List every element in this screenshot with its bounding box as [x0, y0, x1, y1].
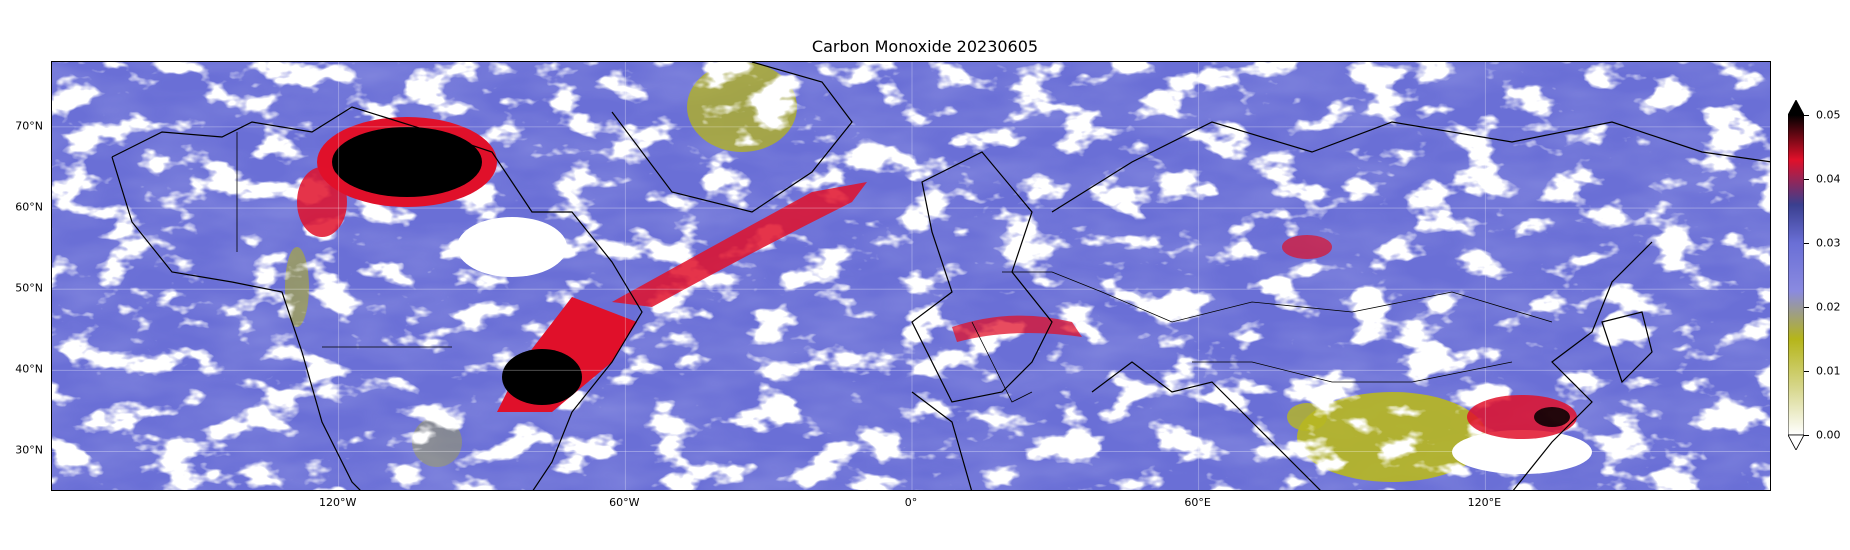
colorbar-extend-max	[1788, 100, 1804, 116]
missing-data-east-asia	[1452, 430, 1592, 474]
colorbar-tick-label: 0.01	[1816, 364, 1841, 378]
colorbar-tick-mark	[1804, 371, 1809, 372]
colorbar-tick-label: 0.00	[1816, 428, 1841, 442]
latitude-label: 30°N	[15, 443, 43, 457]
latitude-label: 70°N	[15, 119, 43, 133]
longitude-label: 0°	[904, 496, 918, 509]
high-co-europe-plume	[952, 315, 1082, 342]
coastlines	[111, 62, 1770, 490]
europe-coast	[911, 151, 1053, 403]
east-asia-coast	[1512, 241, 1653, 490]
latitude-label: 60°N	[15, 200, 43, 214]
high-co-canada-black	[332, 127, 482, 197]
central-asia-border	[1192, 361, 1513, 383]
middle-east-coast	[1091, 361, 1321, 490]
colorbar-extend-min	[1788, 434, 1804, 450]
high-co-east-us-black	[502, 349, 582, 405]
north-africa-coast	[911, 391, 973, 490]
colorbar-tick-label: 0.04	[1816, 172, 1841, 186]
high-co-canada-west	[297, 167, 347, 237]
co-map	[52, 62, 1770, 490]
map-title: Carbon Monoxide 20230605	[811, 37, 1039, 56]
high-co-east-china-core	[1534, 407, 1570, 427]
russia-south-border	[1002, 271, 1553, 323]
colorbar-tick-mark	[1804, 243, 1809, 244]
high-co-atlantic-plume	[612, 182, 867, 307]
longitude-label: 60°W	[609, 496, 640, 509]
longitude-label: 120°W	[318, 496, 357, 509]
longitude-label: 60°E	[1184, 496, 1211, 509]
graticule	[52, 62, 1770, 490]
high-co-east-china	[1467, 395, 1577, 439]
missing-data-hudson	[457, 217, 567, 277]
colorbar	[1788, 100, 1804, 450]
colorbar-gradient	[1788, 114, 1804, 436]
latitude-label: 50°N	[15, 281, 43, 295]
colorbar-tick-label: 0.03	[1816, 236, 1841, 250]
colorbar-tick-mark	[1804, 179, 1809, 180]
japan-coast	[1601, 311, 1653, 384]
greenland-coast	[611, 62, 853, 213]
europe-borders	[971, 321, 1033, 403]
arctic-russia-coast	[1051, 121, 1770, 213]
country-borders	[236, 132, 1553, 403]
colorbar-tick-mark	[1804, 115, 1809, 116]
colorbar-tick-mark	[1804, 307, 1809, 308]
colorbar-tick-mark	[1804, 435, 1809, 436]
longitude-label: 120°E	[1467, 496, 1502, 509]
colorbar-tick-label: 0.02	[1816, 300, 1841, 314]
high-co-siberia	[1282, 235, 1332, 259]
north-america-west-coast	[111, 156, 361, 490]
north-america-east-coast	[111, 106, 643, 490]
colorbar-tick-label: 0.05	[1816, 108, 1841, 122]
map-panel	[51, 61, 1771, 491]
latitude-label: 40°N	[15, 362, 43, 376]
